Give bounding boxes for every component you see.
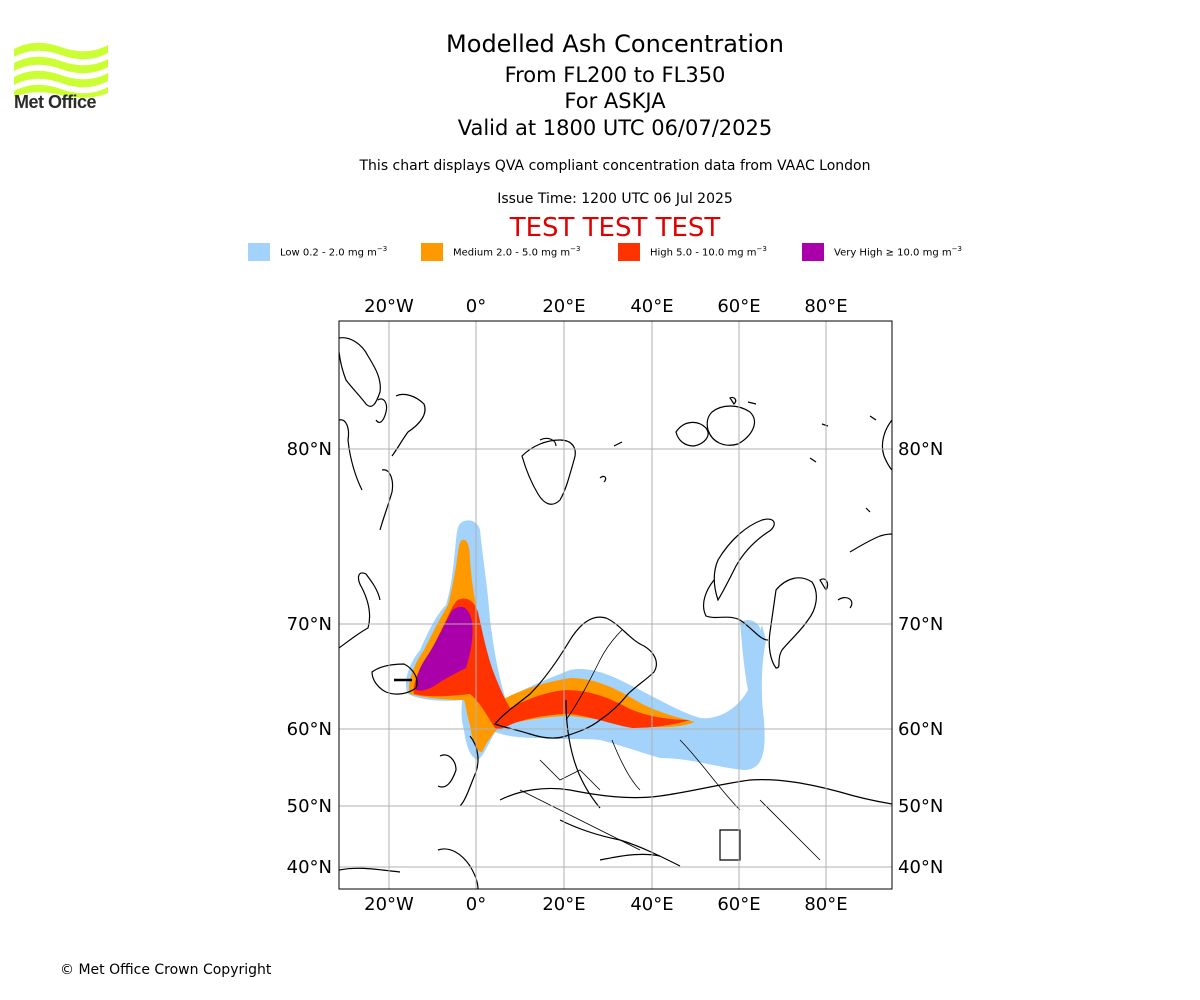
lon-tick-label: 0° xyxy=(466,296,486,317)
map-frame xyxy=(338,320,893,890)
logo-text: Met Office xyxy=(14,92,97,112)
lon-tick-label: 20°E xyxy=(542,894,585,915)
legend-item-low: Low 0.2 - 2.0 mg m−3 xyxy=(248,243,387,261)
lat-tick-label: 40°N xyxy=(898,857,943,878)
ash-very-high-region xyxy=(415,606,473,691)
chart-title: Modelled Ash Concentration xyxy=(446,30,784,58)
lon-tick-label: 20°E xyxy=(542,296,585,317)
lon-tick-label: 20°W xyxy=(364,894,414,915)
legend-swatch-low xyxy=(248,243,270,261)
ash-high-region xyxy=(413,598,690,729)
copyright-notice: © Met Office Crown Copyright xyxy=(60,962,272,978)
test-banner: TEST TEST TEST xyxy=(509,213,721,243)
flight-level-range: From FL200 to FL350 xyxy=(504,63,726,87)
legend-item-very-high: Very High ≥ 10.0 mg m−3 xyxy=(802,243,962,261)
legend-swatch-very-high xyxy=(802,243,824,261)
lat-labels-right: 80°N 70°N 60°N 50°N 40°N xyxy=(898,439,943,878)
lat-tick-label: 70°N xyxy=(287,614,332,635)
met-office-logo-icon xyxy=(14,42,108,98)
legend-item-medium: Medium 2.0 - 5.0 mg m−3 xyxy=(421,243,580,261)
lon-tick-label: 40°E xyxy=(630,296,673,317)
volcano-name: For ASKJA xyxy=(564,89,666,113)
lon-tick-label: 40°E xyxy=(630,894,673,915)
qva-note: This chart displays QVA compliant concen… xyxy=(359,158,871,174)
lat-tick-label: 60°N xyxy=(898,719,943,740)
lon-tick-label: 80°E xyxy=(804,894,847,915)
legend-label-low: Low 0.2 - 2.0 mg m−3 xyxy=(280,245,388,259)
lon-tick-label: 80°E xyxy=(804,296,847,317)
legend-swatch-medium xyxy=(421,243,443,261)
lat-tick-label: 40°N xyxy=(287,857,332,878)
issue-time: Issue Time: 1200 UTC 06 Jul 2025 xyxy=(497,191,733,207)
lon-tick-label: 20°W xyxy=(364,296,414,317)
lat-tick-label: 50°N xyxy=(898,796,943,817)
lat-labels-left: 80°N 70°N 60°N 50°N 40°N xyxy=(287,439,332,878)
legend-label-very-high: Very High ≥ 10.0 mg m−3 xyxy=(834,245,962,259)
lat-tick-label: 70°N xyxy=(898,614,943,635)
legend-label-medium: Medium 2.0 - 5.0 mg m−3 xyxy=(453,245,581,259)
legend-swatch-high xyxy=(618,243,640,261)
legend-item-high: High 5.0 - 10.0 mg m−3 xyxy=(618,243,767,261)
lon-labels-bottom: 20°W 0° 20°E 40°E 60°E 80°E xyxy=(364,894,847,915)
lon-tick-label: 60°E xyxy=(717,894,760,915)
valid-time: Valid at 1800 UTC 06/07/2025 xyxy=(457,116,773,140)
lat-tick-label: 80°N xyxy=(287,439,332,460)
lon-labels-top: 20°W 0° 20°E 40°E 60°E 80°E xyxy=(364,296,847,317)
borders xyxy=(519,629,821,861)
lon-tick-label: 0° xyxy=(466,894,486,915)
legend: Low 0.2 - 2.0 mg m−3 Medium 2.0 - 5.0 mg… xyxy=(248,243,1008,263)
lat-tick-label: 80°N xyxy=(898,439,943,460)
lat-tick-label: 50°N xyxy=(287,796,332,817)
legend-label-high: High 5.0 - 10.0 mg m−3 xyxy=(650,245,767,259)
graticule xyxy=(339,321,892,889)
lon-tick-label: 60°E xyxy=(717,296,760,317)
lat-tick-label: 60°N xyxy=(287,719,332,740)
